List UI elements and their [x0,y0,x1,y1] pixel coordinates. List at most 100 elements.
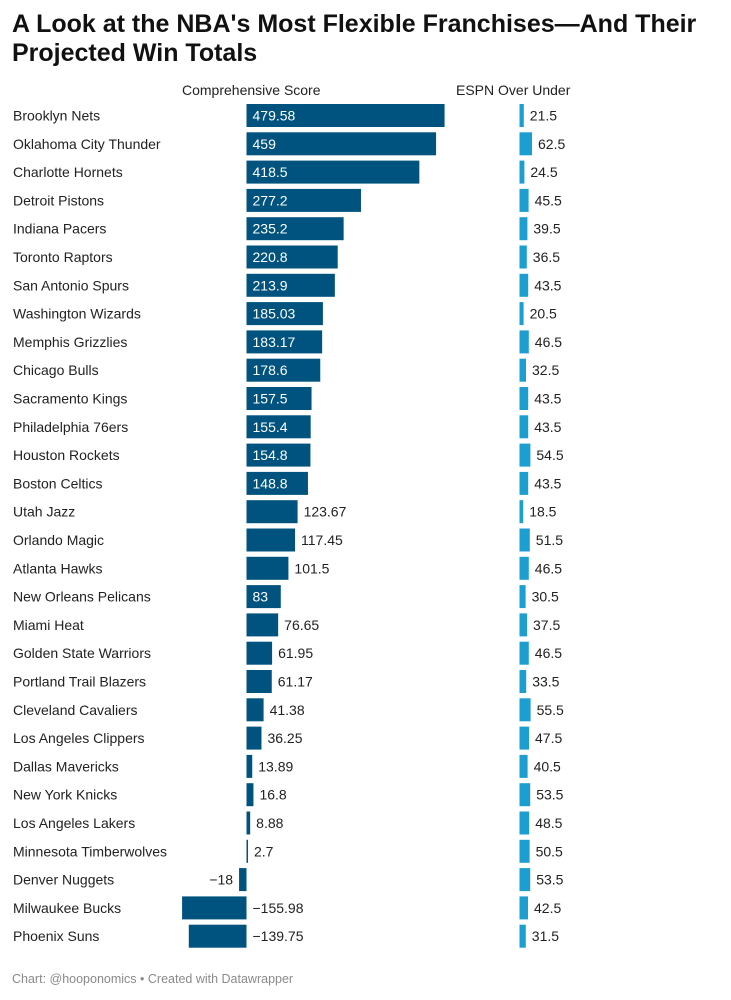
score-bar [246,641,273,665]
score-bar [188,924,247,948]
ou-value-label: 42.5 [534,900,561,916]
team-label: Houston Rockets [13,447,120,463]
ou-value-label: 21.5 [530,108,557,124]
ou-value-label: 51.5 [536,532,563,548]
ou-bar [519,160,525,184]
score-value-label: 13.89 [258,758,293,774]
score-value-label: 83 [253,589,269,605]
team-label: Cleveland Cavaliers [13,702,138,718]
team-label: Indiana Pacers [13,221,106,237]
ou-value-label: 55.5 [537,702,564,718]
ou-bar [519,415,529,439]
team-label: Los Angeles Clippers [13,730,145,746]
score-bar [246,500,298,524]
ou-bar [519,556,529,580]
ou-value-label: 30.5 [532,589,559,605]
team-label: Washington Wizards [13,306,141,322]
team-label: Orlando Magic [13,532,104,548]
score-value-label: 41.38 [270,702,305,718]
score-value-label: 117.45 [301,532,343,548]
score-bar [246,387,312,410]
ou-value-label: 53.5 [536,787,563,803]
chart-title: A Look at the NBA's Most Flexible Franch… [12,10,697,67]
score-value-label: −18 [209,872,233,888]
ou-value-label: 46.5 [535,645,562,661]
score-value-label: −139.75 [253,928,304,944]
ou-value-label: 43.5 [534,475,561,491]
ou-bar [519,613,527,637]
score-bar [246,104,445,127]
score-bar [246,302,323,326]
score-bar [182,896,247,920]
score-bar [246,358,321,382]
score-value-label: 277.2 [253,192,288,208]
ou-value-label: 47.5 [535,730,562,746]
ou-bar [519,698,531,722]
team-label: Minnesota Timberwolves [13,843,167,859]
team-label: Portland Trail Blazers [13,674,146,690]
score-bar [246,698,264,722]
score-bar [246,471,308,495]
ou-value-label: 40.5 [534,758,561,774]
ou-bar [519,754,528,778]
team-label: Philadelphia 76ers [13,419,128,435]
score-bar [246,188,361,212]
ou-bar [519,641,529,665]
team-label: Memphis Grizzlies [13,334,127,350]
score-value-label: 61.17 [278,674,313,690]
score-value-label: 479.58 [253,108,296,124]
ou-bar [519,783,531,807]
ou-bar [519,839,530,863]
ou-value-label: 31.5 [532,928,559,944]
ou-value-label: 24.5 [530,164,557,180]
ou-bar [519,188,529,212]
score-bar [246,273,335,297]
team-label: Miami Heat [13,617,84,633]
ou-bar [519,443,531,467]
ou-bar [519,217,528,241]
team-label: New Orleans Pelicans [13,589,151,605]
score-bar [246,528,296,552]
ou-bar [519,132,532,156]
chart-credit: Chart: @hooponomics • Created with Dataw… [12,972,294,986]
ou-bar [519,273,529,297]
score-bar [246,754,253,778]
ou-value-label: 43.5 [534,419,561,435]
ou-bar [519,585,526,609]
score-value-label: −155.98 [253,900,304,916]
score-value-label: 148.8 [253,475,288,491]
ou-value-label: 50.5 [536,843,563,859]
score-bar [246,670,272,693]
ou-value-label: 46.5 [535,334,562,350]
team-label: Phoenix Suns [13,928,99,944]
ou-value-label: 39.5 [533,221,560,237]
team-label: Milwaukee Bucks [13,900,121,916]
score-bar [246,811,251,835]
score-value-label: 154.8 [253,447,288,463]
ou-bar [519,330,529,354]
score-bar [246,585,281,609]
score-value-label: 101.5 [294,560,329,576]
ou-bar [519,245,527,269]
ou-bar [519,868,531,892]
ou-value-label: 54.5 [536,447,563,463]
score-value-label: 36.25 [267,730,302,746]
ou-bar [519,500,524,524]
team-label: Sacramento Kings [13,391,127,407]
ou-bar [519,670,527,693]
team-label: Oklahoma City Thunder [13,136,161,152]
ou-value-label: 62.5 [538,136,565,152]
ou-bar [519,528,530,552]
ou-value-label: 36.5 [533,249,560,265]
score-column-header: Comprehensive Score [182,82,321,98]
team-label: Charlotte Hornets [13,164,123,180]
score-bar [246,217,344,241]
ou-column-header: ESPN Over Under [456,82,571,98]
score-bar [239,868,247,892]
score-value-label: 76.65 [284,617,319,633]
score-value-label: 459 [253,136,277,152]
score-value-label: 183.17 [253,334,296,350]
ou-bar [519,924,526,948]
team-label: Toronto Raptors [13,249,113,265]
